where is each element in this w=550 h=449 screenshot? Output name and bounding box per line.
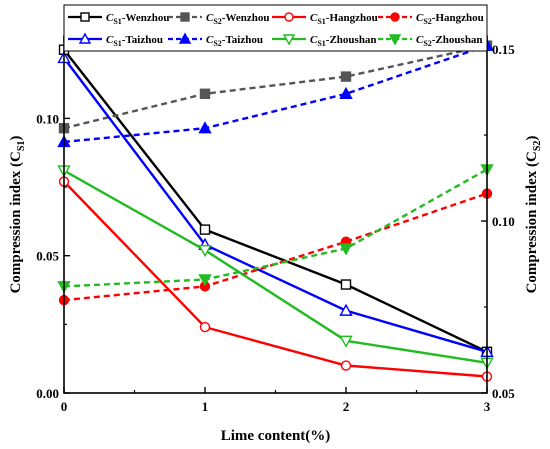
series-line-s2-wenzhou — [63, 44, 488, 130]
data-point — [339, 243, 353, 256]
x-axis-title: Lime content(%) — [221, 428, 331, 444]
legend-entry-label: CS2-Zhoushan — [416, 34, 483, 48]
data-point — [180, 12, 190, 22]
data-point — [339, 86, 353, 99]
y-left-axis-title: Compression index (CS1) — [8, 136, 27, 294]
data-point — [199, 224, 211, 235]
axes: 0 1 2 3 0.00 0.05 0.10 0.05 0.10 0.15 Lime content… — [8, 35, 543, 444]
data-point — [178, 32, 192, 44]
data-point — [339, 335, 353, 348]
series-line-s1-taizhou — [63, 57, 488, 353]
data-point — [339, 303, 353, 316]
legend-entry-label: CS2-Hangzhou — [416, 12, 484, 26]
data-point — [78, 32, 92, 44]
legend-entry-label: CS1-Zhoushan — [310, 34, 377, 48]
data-point — [284, 12, 294, 22]
y-right-axis-title: Compression index (CS2) — [524, 136, 543, 294]
data-point — [390, 12, 400, 22]
data-point — [340, 360, 352, 371]
x-tick-label: 1 — [202, 399, 209, 414]
legend-entry-label: CS1-Wenzhou — [106, 12, 169, 26]
data-point — [198, 244, 212, 258]
data-point — [388, 34, 402, 46]
data-point — [340, 279, 352, 290]
legend-entry-label: CS1-Taizhou — [106, 34, 163, 48]
legend-entry-label: CS2-Taizhou — [206, 34, 263, 48]
legend-entry-label: CS2-Wenzhou — [206, 12, 269, 26]
legend-entry-label: CS1-Hangzhou — [310, 12, 378, 26]
y-left-tick-label: 0.00 — [36, 386, 59, 401]
y-left-tick-label: 0.05 — [36, 249, 59, 264]
x-tick-label: 2 — [343, 399, 350, 414]
series-line-s1-wenzhou — [63, 48, 488, 353]
y-right-tick-label: 0.10 — [492, 214, 515, 229]
x-tick-label: 3 — [484, 399, 491, 414]
data-point — [80, 12, 90, 22]
y-right-tick-label: 0.15 — [492, 42, 515, 57]
x-tick-label: 0 — [61, 399, 68, 414]
y-left-tick-label: 0.10 — [36, 111, 59, 126]
legend-box — [63, 4, 488, 52]
series-line-s2-taizhou — [63, 44, 488, 144]
data-point — [198, 121, 212, 134]
data-point — [340, 71, 352, 82]
legend: CS1-Wenzhou CS2-Wenzhou CS1-Hangzhou CS2-Ha… — [63, 4, 488, 52]
series-line-s1-zhoushan — [63, 169, 488, 364]
data-point — [198, 274, 212, 287]
data-point — [282, 34, 296, 46]
y-right-tick-label: 0.05 — [492, 386, 515, 401]
series-line-s2-zhoushan — [63, 168, 488, 288]
data-point — [199, 88, 211, 99]
series-line-s1-hangzhou — [63, 180, 488, 378]
data-point — [199, 321, 211, 333]
